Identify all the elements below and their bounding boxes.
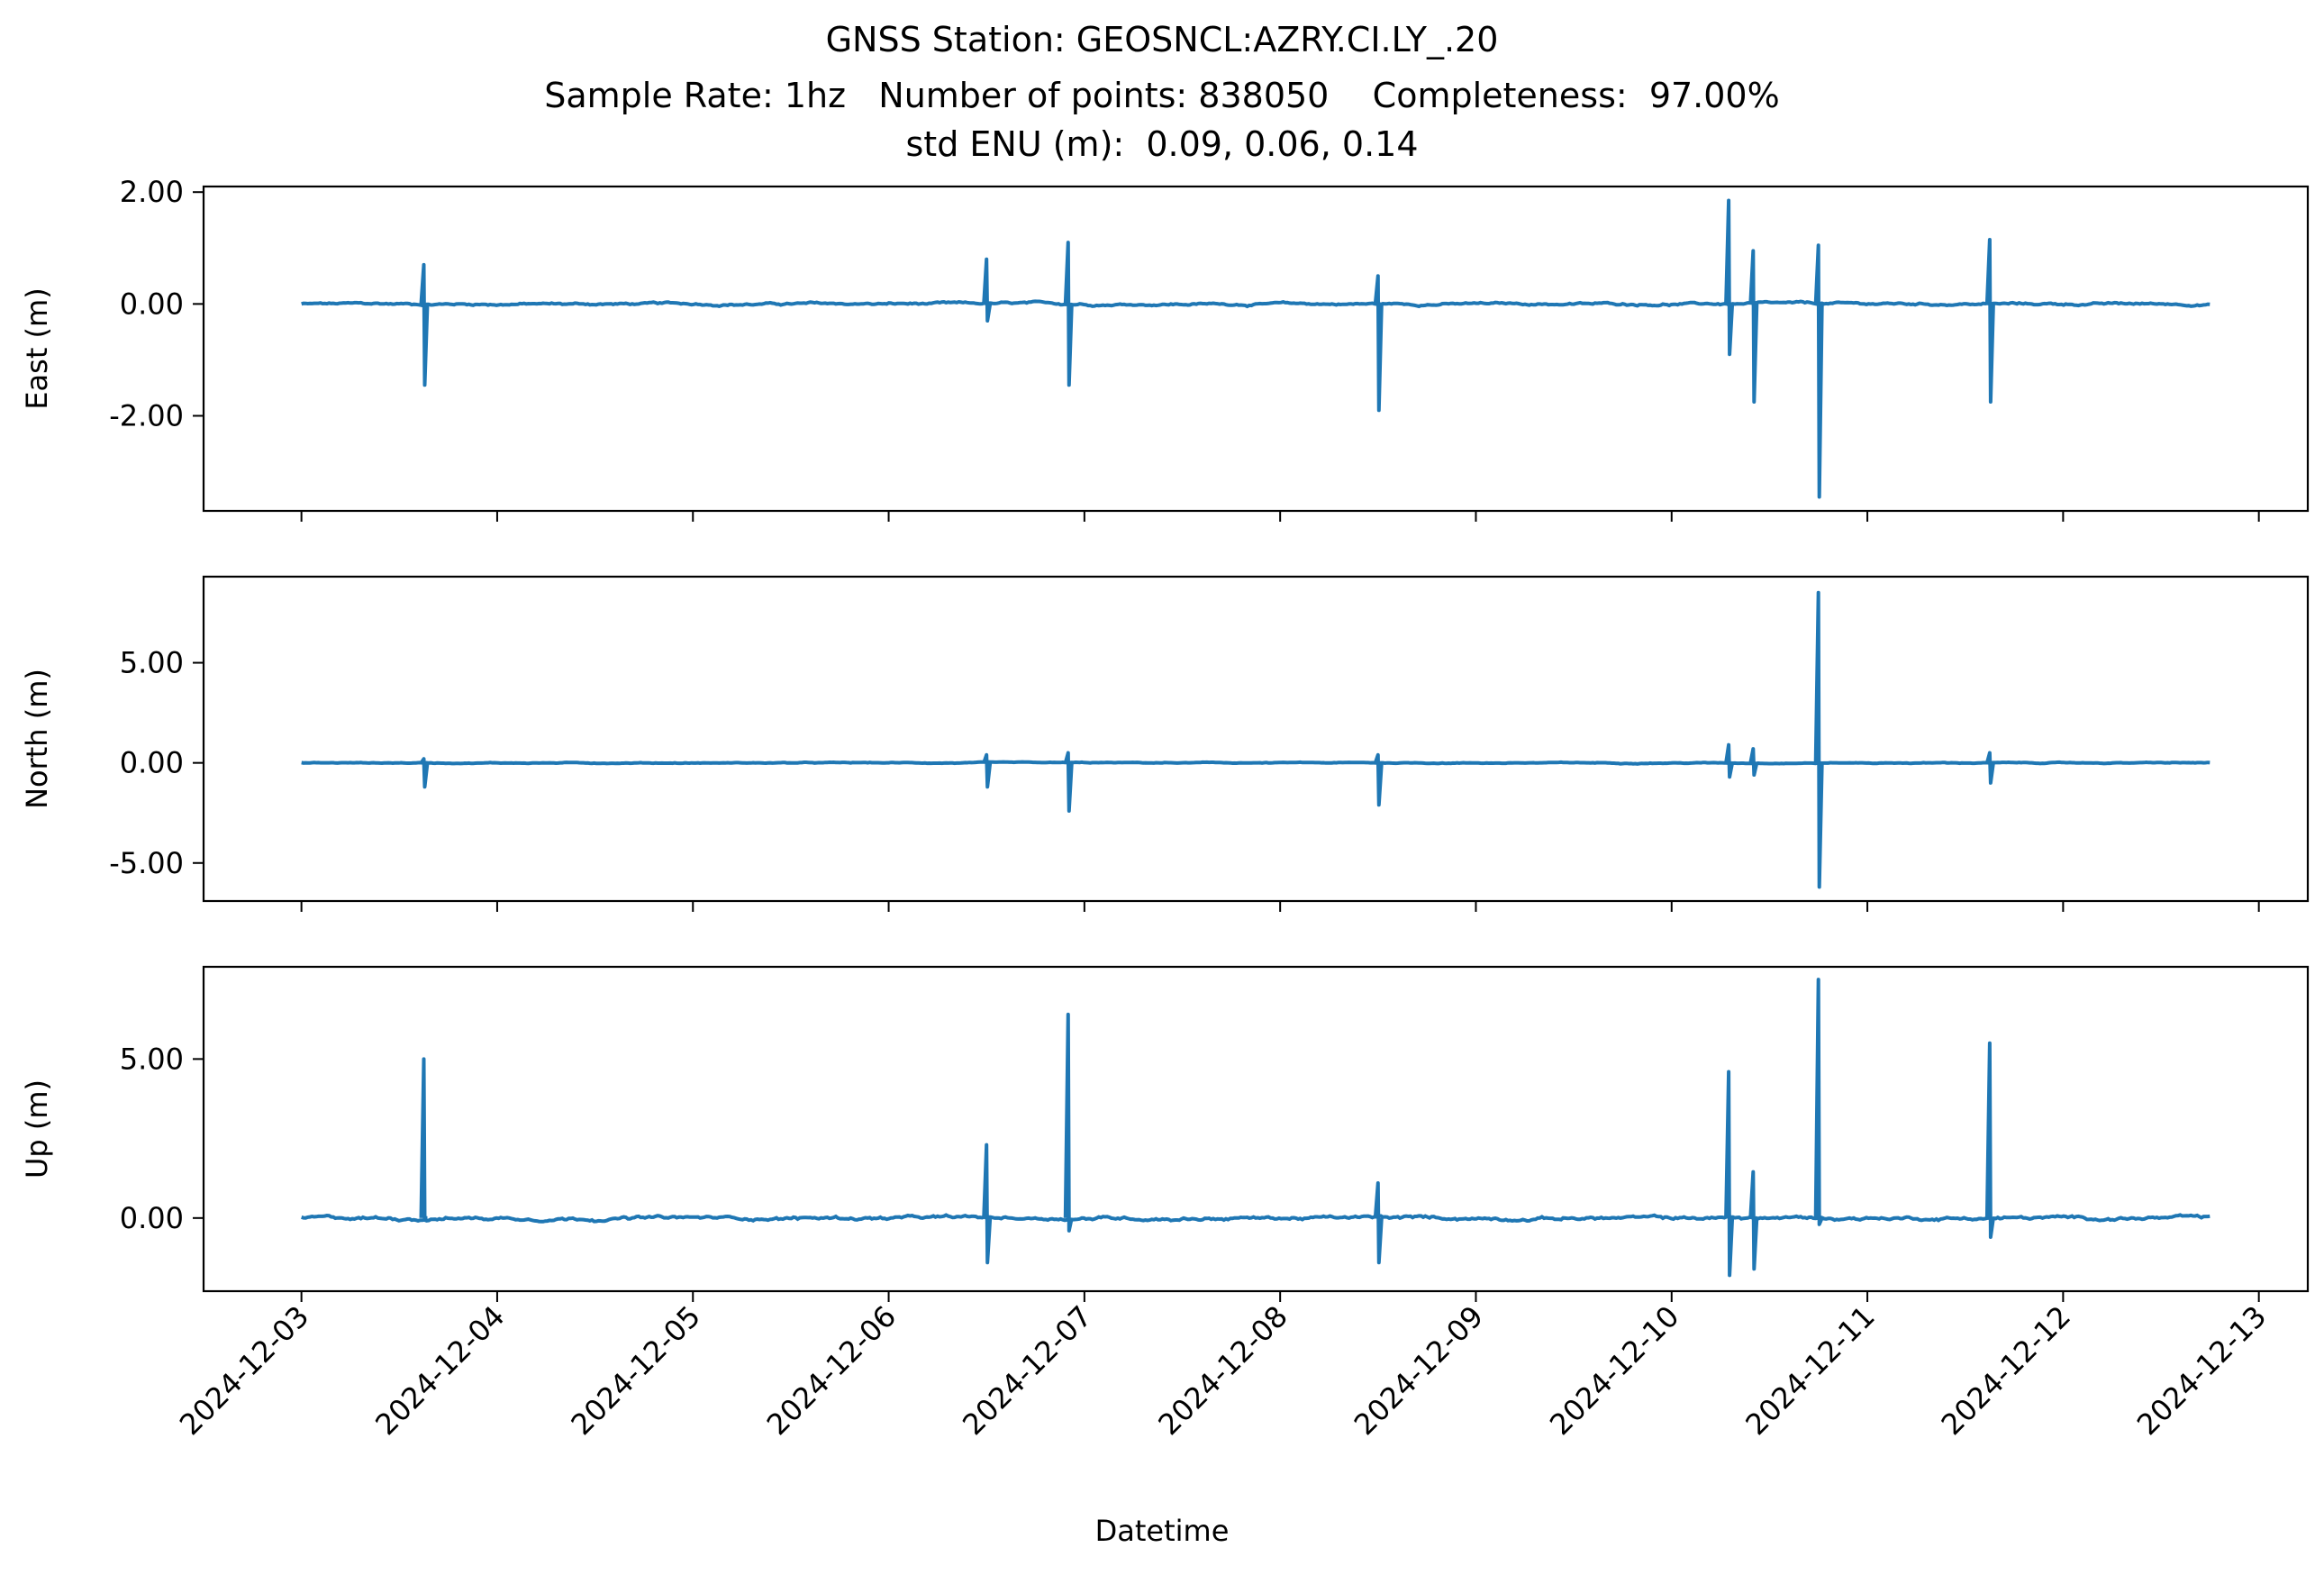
y-tick-label: 0.00 xyxy=(120,1201,184,1235)
spike-4 xyxy=(1373,1181,1384,1265)
y-axis-label: Up (m) xyxy=(20,1079,54,1179)
chart-title-line-2: Sample Rate: 1hz Number of points: 83805… xyxy=(544,76,1780,115)
axes-frame xyxy=(202,575,2310,903)
spike-8 xyxy=(1984,1041,1995,1239)
series-line-baseline xyxy=(301,299,2211,309)
spike-1 xyxy=(419,1057,428,1220)
axes-frame xyxy=(202,965,2310,1293)
x-tick-label: 2024-12-12 xyxy=(1935,1299,2077,1442)
spike-6 xyxy=(1748,249,1759,404)
y-tick-label: -5.00 xyxy=(109,846,184,880)
spike-4 xyxy=(1373,274,1384,413)
spike-2 xyxy=(982,752,993,789)
x-tick-label: 2024-12-13 xyxy=(2130,1299,2273,1442)
panel-1: 2.00 0.00 -2.00 East (m) xyxy=(20,175,2310,522)
spike-7 xyxy=(1813,978,1824,1226)
x-tick-label: 2024-12-08 xyxy=(1151,1299,1294,1442)
x-tick-label: 2024-12-07 xyxy=(956,1299,1098,1442)
panel-2: 5.00 0.00 -5.00 North (m) xyxy=(20,575,2310,912)
y-tick-label: -2.00 xyxy=(109,398,184,432)
y-tick-label: 0.00 xyxy=(120,746,184,780)
y-axis-label: North (m) xyxy=(20,669,54,809)
spike-8 xyxy=(1984,238,1995,404)
spike-7 xyxy=(1813,590,1824,889)
chart-title-line-3: std ENU (m): 0.09, 0.06, 0.14 xyxy=(905,124,1419,164)
y-tick-label: 2.00 xyxy=(120,175,184,209)
spike-2 xyxy=(982,257,993,323)
y-tick-label: 5.00 xyxy=(120,646,184,680)
spike-4 xyxy=(1373,752,1384,807)
x-axis-label: Datetime xyxy=(1094,1514,1230,1548)
y-axis-label: East (m) xyxy=(20,287,54,409)
spike-8 xyxy=(1984,751,1995,785)
spike-1 xyxy=(419,757,430,789)
axes-frame xyxy=(202,185,2310,513)
x-tick-label: 2024-12-09 xyxy=(1348,1299,1490,1442)
spike-7 xyxy=(1813,243,1824,499)
x-tick-label: 2024-12-04 xyxy=(368,1299,511,1442)
y-tick-label: 0.00 xyxy=(120,287,184,321)
series-line-baseline xyxy=(301,1213,2211,1224)
spike-6 xyxy=(1748,747,1759,777)
series-line-baseline xyxy=(301,760,2211,766)
spike-3 xyxy=(1063,751,1074,813)
spike-6 xyxy=(1748,1170,1759,1271)
y-tick-label: 5.00 xyxy=(120,1042,184,1076)
x-tick-label: 2024-12-06 xyxy=(760,1299,903,1442)
spike-5 xyxy=(1724,1070,1735,1278)
x-tick-label: 2024-12-03 xyxy=(173,1299,315,1442)
spike-3 xyxy=(1063,241,1074,387)
x-tick-label: 2024-12-11 xyxy=(1738,1299,1881,1442)
panel-3: 5.00 0.00 Up (m) xyxy=(20,965,2310,1302)
x-tick-label: 2024-12-10 xyxy=(1543,1299,1685,1442)
spike-1 xyxy=(419,262,430,387)
chart-title-line-1: GNSS Station: GEOSNCL:AZRY.CI.LY_.20 xyxy=(825,20,1499,59)
spike-5 xyxy=(1724,198,1735,357)
spike-2 xyxy=(982,1143,993,1265)
spike-3 xyxy=(1063,1012,1074,1233)
x-tick-label: 2024-12-05 xyxy=(565,1299,707,1442)
spike-5 xyxy=(1724,742,1735,779)
